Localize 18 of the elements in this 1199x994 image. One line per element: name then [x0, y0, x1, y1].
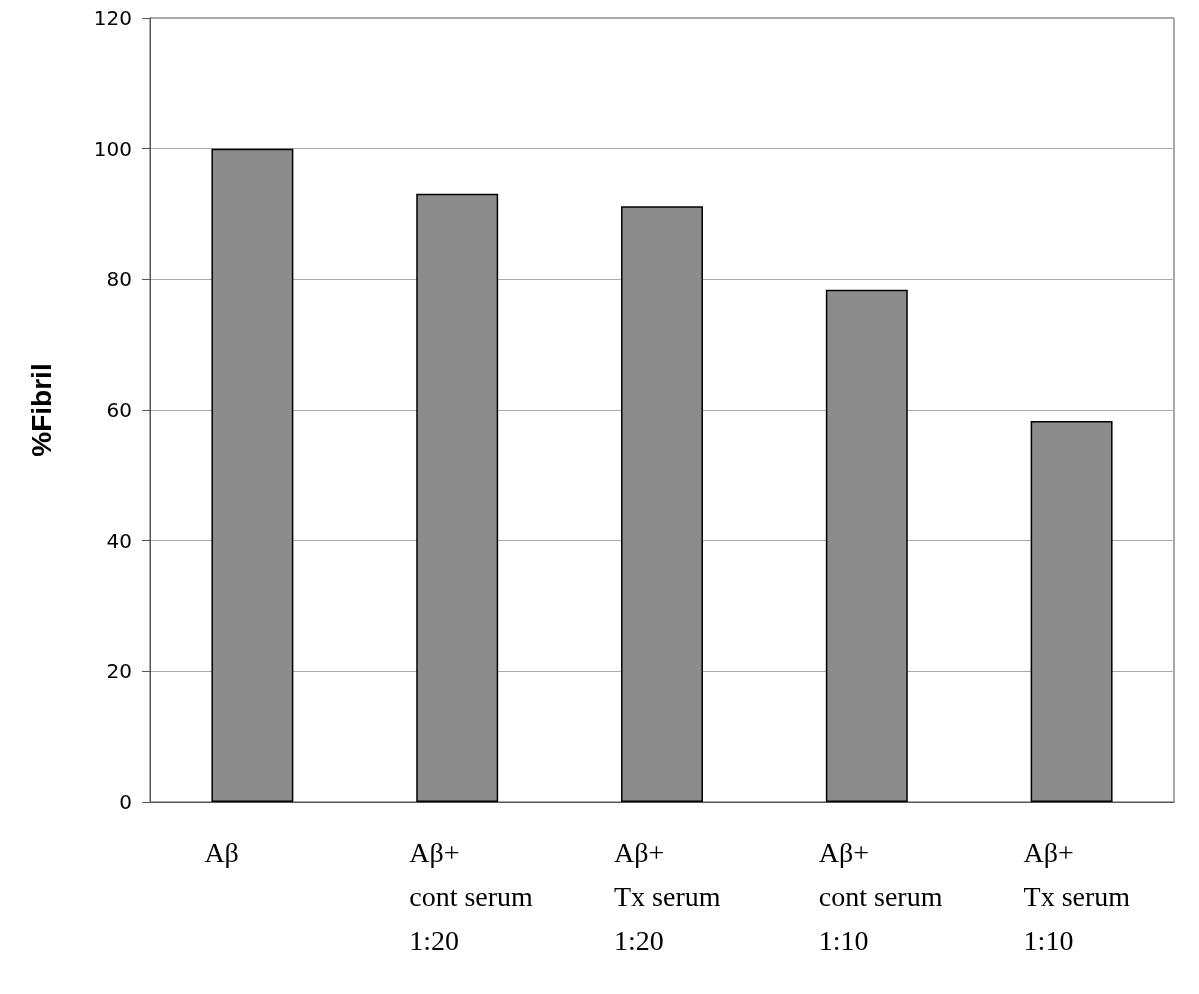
y-axis-title: %Fibril — [25, 363, 57, 457]
x-tick-label: Aβ+ cont serum 1:20 — [409, 836, 534, 956]
bar — [211, 148, 294, 802]
bar — [1030, 421, 1113, 802]
bar — [825, 289, 908, 802]
y-tick-label: 60 — [106, 398, 132, 422]
bar — [416, 193, 499, 802]
y-tick-label: 120 — [93, 6, 132, 30]
y-tick-label: 0 — [119, 790, 132, 814]
y-tick-label: 100 — [93, 136, 132, 161]
bar — [621, 206, 703, 802]
x-tick-label: Aβ — [204, 836, 239, 868]
x-tick-label: Aβ+ Tx serum 1:10 — [1023, 836, 1131, 956]
x-tick-label: Aβ+ cont serum 1:10 — [818, 836, 943, 956]
y-tick-label: 40 — [106, 528, 132, 553]
y-tick-label: 80 — [106, 267, 132, 292]
y-tick-label: 20 — [106, 659, 132, 684]
x-tick-label: Aβ+ Tx serum 1:20 — [614, 836, 721, 956]
